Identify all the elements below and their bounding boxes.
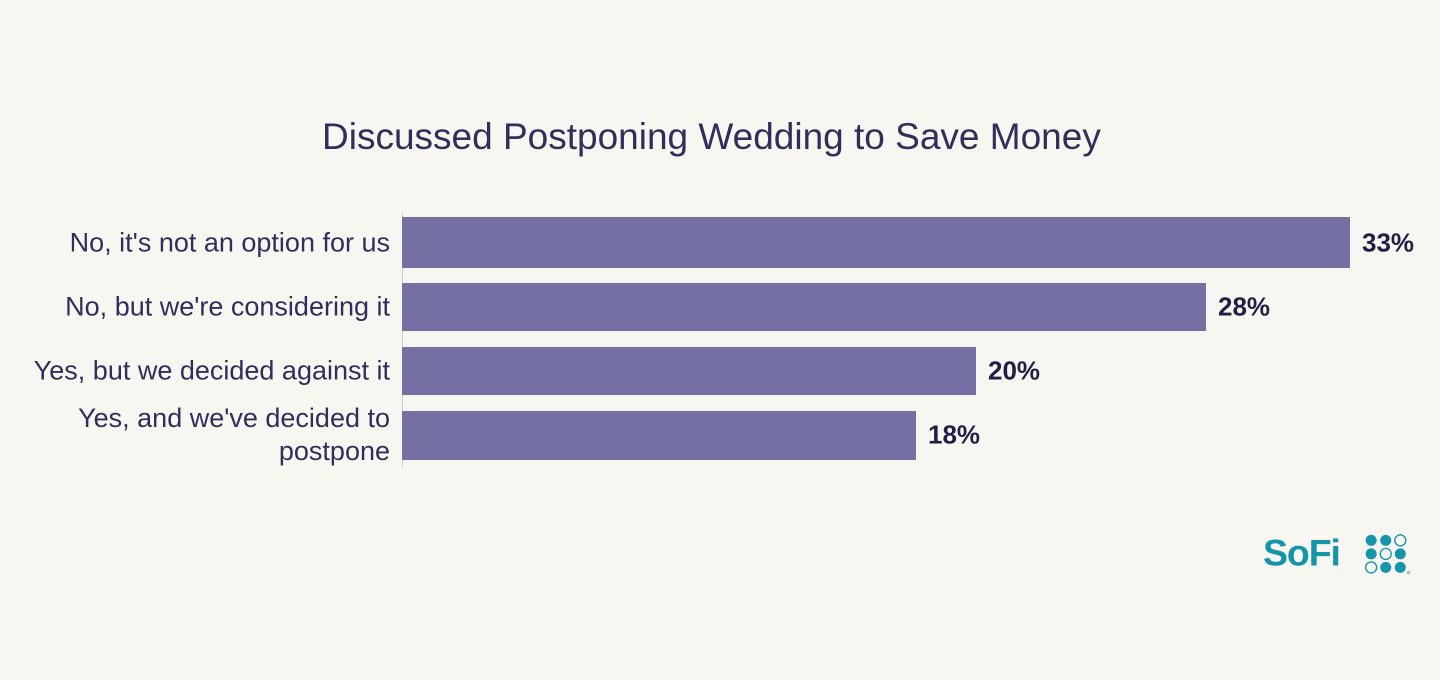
svg-text:SoFi: SoFi — [1263, 531, 1340, 573]
